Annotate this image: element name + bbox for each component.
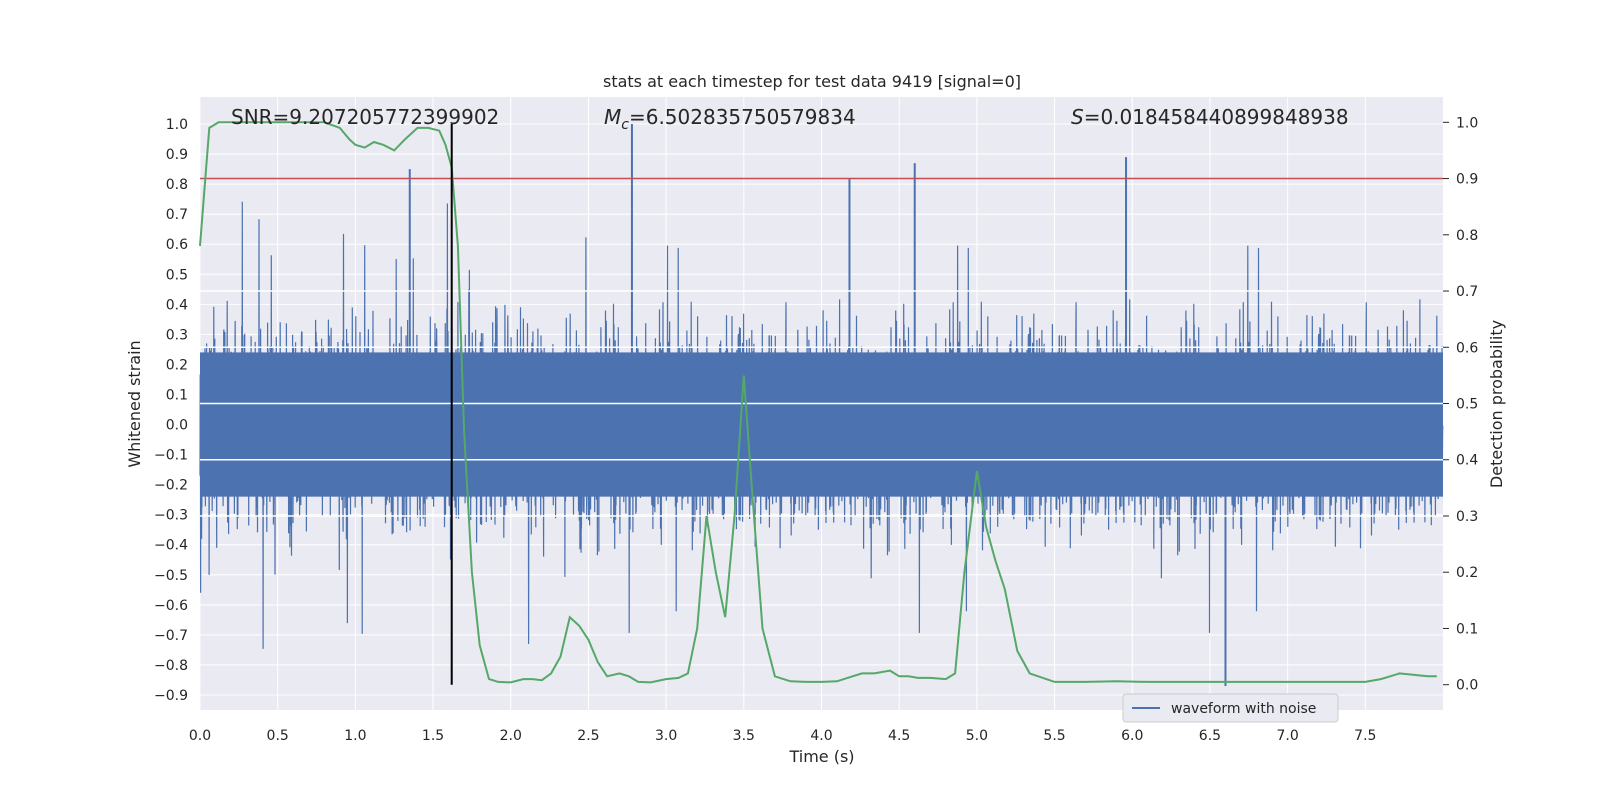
y-tick-label: −0.8 <box>154 658 188 674</box>
x-tick-label: 5.0 <box>966 728 988 744</box>
y-tick-label: −0.5 <box>154 568 188 584</box>
x-axis-label: Time (s) <box>788 747 854 766</box>
s-value: =0.018458440899848938 <box>1084 105 1349 129</box>
chirp-mass-subscript: c <box>621 117 629 133</box>
y-tick-label: 0.9 <box>166 147 188 163</box>
y-tick-label: −0.2 <box>154 478 188 494</box>
y2-tick-label: 0.4 <box>1456 453 1478 469</box>
y-axis-label: Whitened strain <box>125 340 144 467</box>
y2-tick-label: 0.2 <box>1456 565 1478 581</box>
s-symbol: S <box>1071 105 1084 129</box>
y-tick-label: 0.5 <box>166 267 188 283</box>
x-tick-label: 4.5 <box>888 728 910 744</box>
y-tick-label: −0.9 <box>154 688 188 704</box>
y2-tick-label: 0.6 <box>1456 340 1478 356</box>
y-tick-label: 0.6 <box>166 237 188 253</box>
chart-title: stats at each timestep for test data 941… <box>603 72 1021 91</box>
y-tick-label: −0.7 <box>154 628 188 644</box>
chirp-mass-symbol: M <box>604 105 621 129</box>
y-tick-label: −0.6 <box>154 598 188 614</box>
x-tick-label: 0.0 <box>189 728 211 744</box>
y2-tick-label: 0.3 <box>1456 509 1478 525</box>
grid-overlay <box>200 290 1443 517</box>
x-tick-label: 0.5 <box>267 728 289 744</box>
x-tick-label: 3.5 <box>733 728 755 744</box>
y-tick-label: 0.3 <box>166 327 188 343</box>
waveform-core-band <box>200 352 1443 497</box>
y2-tick-label: 1.0 <box>1456 115 1478 131</box>
x-tick-label: 1.0 <box>344 728 366 744</box>
y-tick-label: 0.2 <box>166 357 188 373</box>
y2-tick-label: 0.5 <box>1456 397 1478 413</box>
y2-tick-label: 0.0 <box>1456 678 1478 694</box>
legend: waveform with noise <box>1122 693 1339 723</box>
y2-tick-label: 0.1 <box>1456 621 1478 637</box>
y-tick-label: 0.1 <box>166 387 188 403</box>
y2-axis-label: Detection probability <box>1487 320 1506 488</box>
y-tick-label: −0.3 <box>154 508 188 524</box>
detection-probability-line <box>199 121 1437 684</box>
x-tick-label: 1.5 <box>422 728 444 744</box>
x-tick-label: 2.0 <box>500 728 522 744</box>
legend-box <box>1122 693 1339 723</box>
y-tick-label: 0.7 <box>166 207 188 223</box>
waveform-series <box>199 124 1444 686</box>
x-tick-label: 2.5 <box>577 728 599 744</box>
x-tick-label: 6.5 <box>1199 728 1221 744</box>
y2-tick-label: 0.8 <box>1456 228 1478 244</box>
y-tick-label: 0.8 <box>166 177 188 193</box>
snr-annotation: SNR=9.207205772399902 <box>231 105 499 129</box>
y2-tick-label: 0.7 <box>1456 284 1478 300</box>
x-axis-ticks: 0.0 0.5 1.0 1.5 2.0 2.5 3.0 3.5 4.0 4.5 5.0 5.5 6.0 6… <box>189 728 1377 744</box>
x-tick-label: 3.0 <box>655 728 677 744</box>
y2-tick-label: 0.9 <box>1456 172 1478 188</box>
y-axis-ticks: 1.0 0.9 0.8 0.7 0.6 0.5 0.4 0.3 0.2 0.1 0.0 −0.1 −0.… <box>154 117 188 704</box>
y-tick-label: 0.0 <box>166 418 188 434</box>
y2-axis-ticks: 1.0 0.9 0.8 0.7 0.6 0.5 0.4 0.3 0.2 0.1 0.0 <box>1443 115 1478 694</box>
x-tick-label: 7.0 <box>1276 728 1298 744</box>
x-tick-label: 5.5 <box>1043 728 1065 744</box>
x-tick-label: 7.5 <box>1354 728 1376 744</box>
y-tick-label: 0.4 <box>166 297 188 313</box>
x-tick-label: 6.0 <box>1121 728 1143 744</box>
s-annotation: S=0.018458440899848938 <box>1071 105 1349 129</box>
x-tick-label: 4.0 <box>810 728 832 744</box>
y-tick-label: −0.4 <box>154 538 188 554</box>
legend-label: waveform with noise <box>1171 701 1316 717</box>
chirp-mass-value: =6.502835750579834 <box>629 105 856 129</box>
y-tick-label: −0.1 <box>154 448 188 464</box>
chirp-mass-annotation: Mc=6.502835750579834 <box>604 105 856 133</box>
y-tick-label: 1.0 <box>166 117 188 133</box>
